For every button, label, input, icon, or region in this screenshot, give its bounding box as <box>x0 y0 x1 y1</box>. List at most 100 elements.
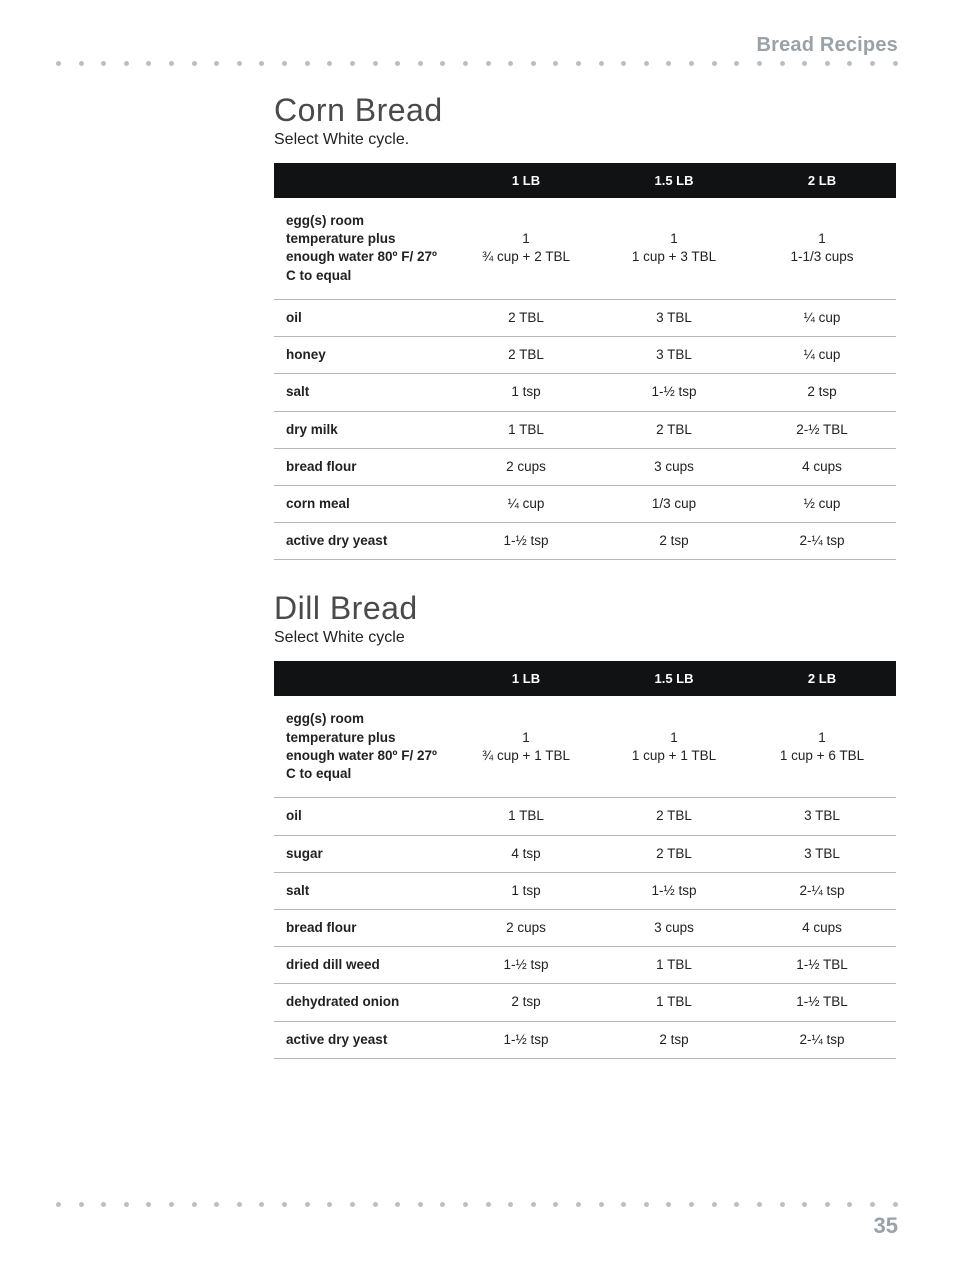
table-row: corn meal¼ cup1/3 cup½ cup <box>274 485 896 522</box>
separator-dot <box>486 61 491 66</box>
separator-dot <box>893 1202 898 1207</box>
amount-cell: 2 tsp <box>600 523 748 560</box>
ingredient-cell: salt <box>274 872 452 909</box>
separator-dot <box>373 1202 378 1207</box>
section-label: Bread Recipes <box>756 34 898 57</box>
amount-cell: 2 TBL <box>452 337 600 374</box>
amount-stack: 1¾ cup + 2 TBL <box>482 230 570 266</box>
amount-cell: 1-½ tsp <box>452 523 600 560</box>
table-header-cell: 1 LB <box>452 661 600 696</box>
amount-cell: 2 TBL <box>600 798 748 835</box>
table-header-cell <box>274 163 452 198</box>
amount-cell: 3 TBL <box>748 798 896 835</box>
separator-dot <box>576 61 581 66</box>
separator-dot <box>893 61 898 66</box>
ingredient-cell: oil <box>274 299 452 336</box>
separator-dot <box>576 1202 581 1207</box>
amount-cell: 4 tsp <box>452 835 600 872</box>
separator-dot <box>440 1202 445 1207</box>
separator-dot <box>463 61 468 66</box>
separator-dot <box>124 1202 129 1207</box>
amount-cell: 2 TBL <box>600 835 748 872</box>
table-row: oil1 TBL2 TBL3 TBL <box>274 798 896 835</box>
ingredient-cell: dry milk <box>274 411 452 448</box>
content-area: Corn BreadSelect White cycle.1 LB1.5 LB2… <box>274 66 898 1059</box>
separator-dot <box>214 61 219 66</box>
amount-cell: 2 TBL <box>600 411 748 448</box>
amount-cell: 11 cup + 6 TBL <box>748 696 896 797</box>
table-row: salt1 tsp1-½ tsp2 tsp <box>274 374 896 411</box>
amount-cell: 2 tsp <box>452 984 600 1021</box>
separator-dot <box>508 1202 513 1207</box>
amount-line1: 1 <box>632 729 716 747</box>
separator-dot <box>734 1202 739 1207</box>
separator-dot <box>237 1202 242 1207</box>
amount-cell: 11-1/3 cups <box>748 198 896 299</box>
amount-line1: 1 <box>780 729 864 747</box>
table-header-cell: 1 LB <box>452 163 600 198</box>
amount-cell: 1-½ tsp <box>452 947 600 984</box>
separator-dot <box>56 1202 61 1207</box>
separator-dot <box>169 61 174 66</box>
separator-dot <box>825 1202 830 1207</box>
separator-dot <box>712 61 717 66</box>
ingredient-cell: salt <box>274 374 452 411</box>
recipe-table: 1 LB1.5 LB2 LBegg(s) room temperature pl… <box>274 163 896 560</box>
amount-line1: 1 <box>482 230 570 248</box>
recipe-title: Dill Bread <box>274 590 898 627</box>
separator-dot <box>418 1202 423 1207</box>
separator-dot <box>79 1202 84 1207</box>
amount-line1: 1 <box>632 230 716 248</box>
table-row: dehydrated onion2 tsp1 TBL1-½ TBL <box>274 984 896 1021</box>
separator-dot <box>644 1202 649 1207</box>
ingredient-cell: egg(s) room temperature plus enough wate… <box>274 696 452 797</box>
amount-cell: 2-¼ tsp <box>748 872 896 909</box>
ingredient-cell: bread flour <box>274 909 452 946</box>
amount-line1: 1 <box>790 230 853 248</box>
table-row: active dry yeast1-½ tsp2 tsp2-¼ tsp <box>274 1021 896 1058</box>
separator-dot <box>712 1202 717 1207</box>
separator-dot <box>327 1202 332 1207</box>
separator-dot <box>757 61 762 66</box>
amount-cell: 1 TBL <box>452 798 600 835</box>
separator-dot <box>350 1202 355 1207</box>
amount-cell: 1-½ tsp <box>452 1021 600 1058</box>
separator-dot <box>463 1202 468 1207</box>
dot-row-bottom <box>56 1202 898 1207</box>
table-row: dried dill weed1-½ tsp1 TBL1-½ TBL <box>274 947 896 984</box>
amount-stack: 1¾ cup + 1 TBL <box>482 729 570 765</box>
separator-dot <box>101 61 106 66</box>
separator-dot <box>666 1202 671 1207</box>
separator-dot <box>802 1202 807 1207</box>
amount-stack: 11-1/3 cups <box>790 230 853 266</box>
separator-dot <box>192 61 197 66</box>
separator-dot <box>825 61 830 66</box>
amount-cell: 2-¼ tsp <box>748 523 896 560</box>
ingredient-cell: sugar <box>274 835 452 872</box>
separator-dot <box>373 61 378 66</box>
separator-dot <box>644 61 649 66</box>
amount-stack: 11 cup + 1 TBL <box>632 729 716 765</box>
table-row: bread flour2 cups3 cups4 cups <box>274 909 896 946</box>
separator-dot <box>56 61 61 66</box>
separator-dot <box>486 1202 491 1207</box>
separator-dot <box>305 61 310 66</box>
table-row: salt1 tsp1-½ tsp2-¼ tsp <box>274 872 896 909</box>
recipe-title: Corn Bread <box>274 92 898 129</box>
amount-line2: ¾ cup + 1 TBL <box>482 747 570 765</box>
separator-dot <box>599 1202 604 1207</box>
amount-line2: 1-1/3 cups <box>790 248 853 266</box>
amount-cell: ¼ cup <box>748 299 896 336</box>
ingredient-cell: active dry yeast <box>274 1021 452 1058</box>
amount-line2: 1 cup + 1 TBL <box>632 747 716 765</box>
separator-dot <box>101 1202 106 1207</box>
amount-cell: 3 cups <box>600 909 748 946</box>
ingredient-cell: dehydrated onion <box>274 984 452 1021</box>
recipe-subtitle: Select White cycle <box>274 629 898 647</box>
amount-cell: 11 cup + 1 TBL <box>600 696 748 797</box>
amount-cell: 2-½ TBL <box>748 411 896 448</box>
amount-stack: 11 cup + 6 TBL <box>780 729 864 765</box>
table-row: sugar4 tsp2 TBL3 TBL <box>274 835 896 872</box>
amount-cell: 2 tsp <box>748 374 896 411</box>
separator-dot <box>621 1202 626 1207</box>
